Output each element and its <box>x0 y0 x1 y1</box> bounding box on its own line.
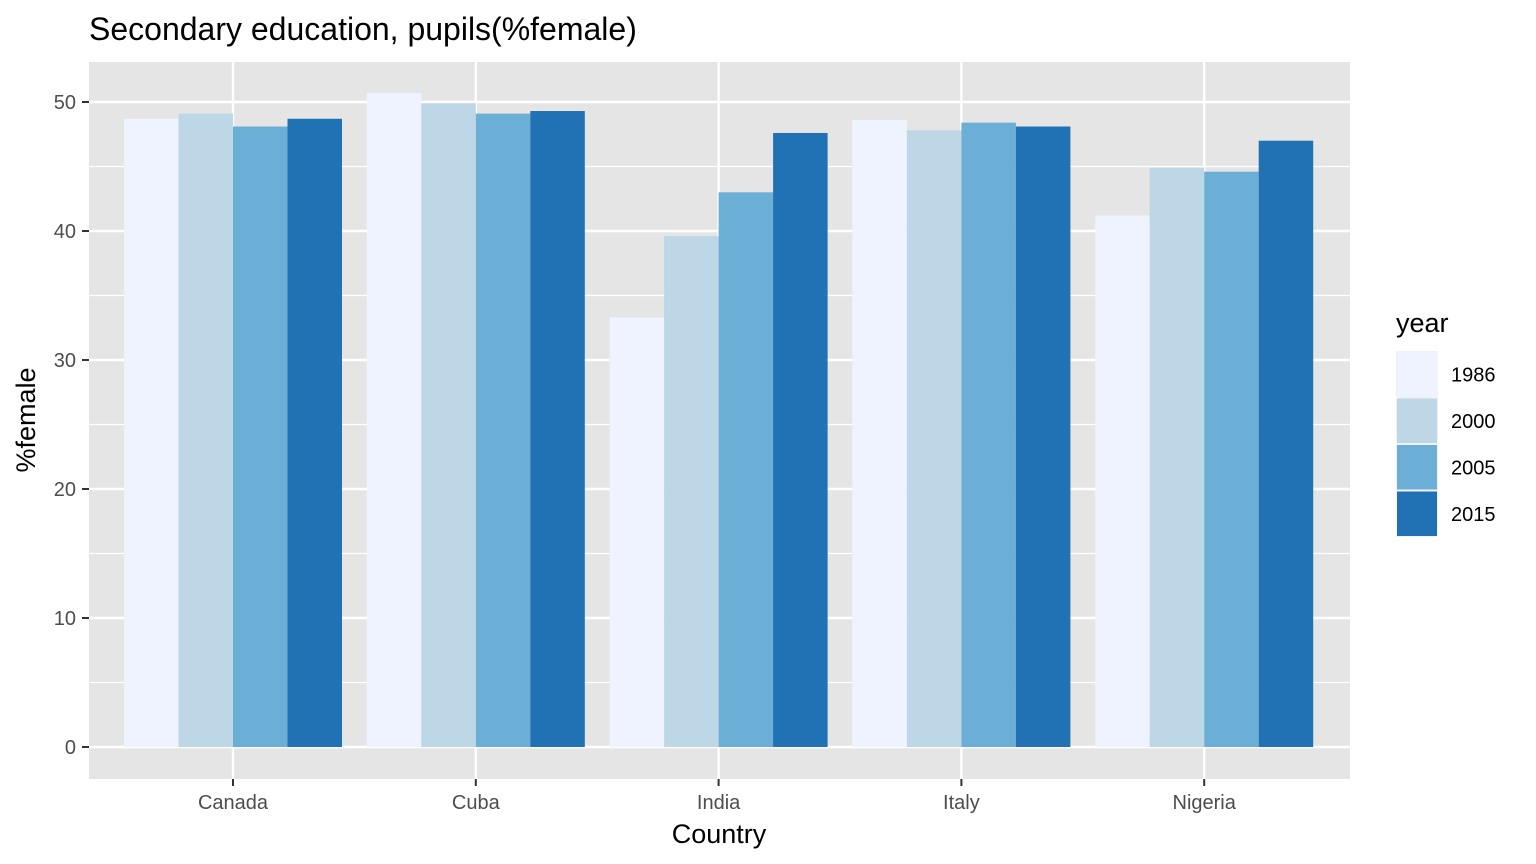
x-tick-label: India <box>697 792 741 814</box>
x-tick-label: Nigeria <box>1173 792 1237 814</box>
legend-label: 2005 <box>1451 457 1496 479</box>
legend-title: year <box>1396 308 1449 338</box>
y-tick-label: 10 <box>54 608 76 630</box>
y-tick-label: 30 <box>54 350 76 372</box>
x-axis: Canada Cuba India Italy Nigeria <box>198 779 1237 814</box>
bar-nigeria-2015 <box>1258 140 1314 747</box>
bar-italy-2015 <box>1015 126 1071 747</box>
bar-india-1986 <box>609 317 665 747</box>
bar-canada-1986 <box>124 118 179 747</box>
bar-nigeria-2005 <box>1204 171 1259 747</box>
x-tick-label: Italy <box>943 792 980 814</box>
legend-swatch-1986 <box>1397 352 1437 397</box>
legend-swatch-2005 <box>1397 445 1437 490</box>
legend-label: 2015 <box>1451 504 1496 526</box>
bar-canada-2005 <box>233 126 288 747</box>
x-tick-label: Canada <box>198 792 269 814</box>
bar-cuba-2015 <box>530 111 585 747</box>
bar-italy-2005 <box>961 122 1016 747</box>
bar-canada-2015 <box>287 118 342 747</box>
bar-italy-1986 <box>852 120 907 747</box>
y-tick-label: 50 <box>54 92 76 114</box>
bar-india-2005 <box>718 192 774 748</box>
bar-nigeria-1986 <box>1095 215 1150 747</box>
legend-label: 1986 <box>1451 364 1496 386</box>
y-axis-title: %female <box>11 367 41 472</box>
chart-title: Secondary education, pupils(%female) <box>89 11 637 47</box>
bar-italy-2000 <box>906 130 962 747</box>
bar-india-2015 <box>773 132 828 747</box>
y-tick-label: 40 <box>54 221 76 243</box>
legend-swatch-2000 <box>1397 398 1437 443</box>
bar-nigeria-2000 <box>1149 167 1205 748</box>
bar-cuba-2000 <box>421 103 476 748</box>
legend-swatch-2015 <box>1397 491 1437 536</box>
bar-canada-2000 <box>178 113 233 748</box>
x-tick-label: Cuba <box>452 792 501 814</box>
y-tick-label: 0 <box>65 737 76 759</box>
legend-label: 2000 <box>1451 411 1496 433</box>
legend: year 1986 2000 2005 2015 <box>1396 308 1496 537</box>
y-tick-label: 20 <box>54 479 76 501</box>
y-axis: 0 10 20 30 40 50 <box>54 92 89 759</box>
bar-cuba-1986 <box>366 92 422 748</box>
x-axis-title: Country <box>672 819 767 849</box>
bars <box>124 92 1314 748</box>
bar-cuba-2005 <box>475 113 531 748</box>
bar-india-2000 <box>664 236 719 747</box>
